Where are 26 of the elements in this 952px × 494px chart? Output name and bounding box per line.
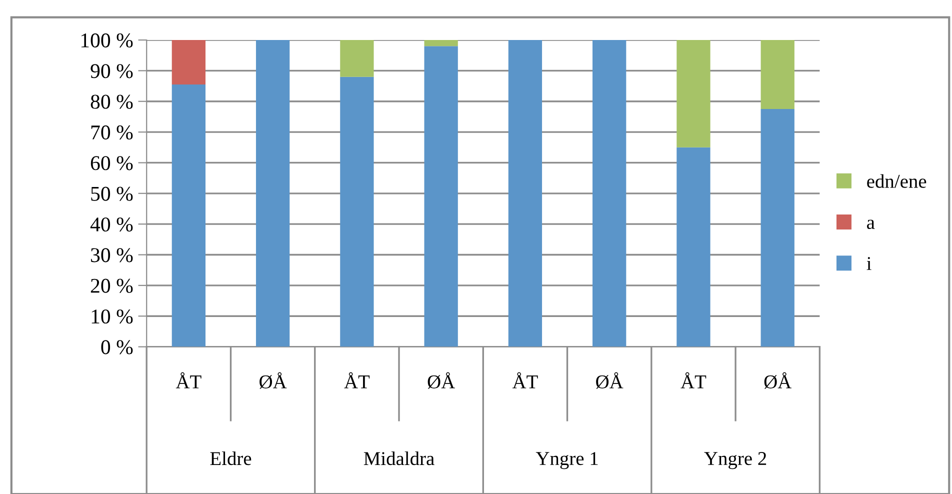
text: Yngre 1 — [536, 452, 598, 470]
legend-label: edn/ene — [867, 174, 926, 188]
y-tick-label: 100 % — [81, 33, 133, 48]
y-tick-label: 0 % — [101, 340, 133, 354]
x-tick-label: ØÅ — [428, 372, 455, 389]
y-tick-label: 30 % — [91, 248, 133, 262]
y-tick-label: 80 % — [90, 94, 133, 109]
y-tick-label: 70 % — [91, 125, 133, 140]
x-tick-label: ØÅ — [764, 372, 792, 389]
y-tick-label: 50 % — [91, 186, 133, 201]
x-tick-label: ÅT — [680, 372, 706, 388]
y-tick-label: 60 % — [90, 156, 133, 170]
x-tick-label: ÅT — [344, 372, 370, 388]
x-tick-label: ÅT — [512, 372, 538, 388]
legend-label: i — [866, 257, 872, 270]
y-tick-label: 90 % — [90, 64, 133, 78]
y-tick-label: 20 % — [90, 278, 133, 293]
text: Midaldra — [364, 451, 434, 466]
x-tick-label: ØÅ — [260, 372, 287, 389]
text: Eldre — [210, 451, 252, 466]
x-tick-label: ÅT — [176, 372, 202, 388]
y-tick-label: 40 % — [90, 217, 133, 232]
y-tick-label: 10 % — [92, 309, 133, 324]
x-tick-label: ØÅ — [596, 372, 624, 389]
legend-label: a — [867, 220, 875, 230]
text: Yngre 2 — [704, 452, 766, 470]
